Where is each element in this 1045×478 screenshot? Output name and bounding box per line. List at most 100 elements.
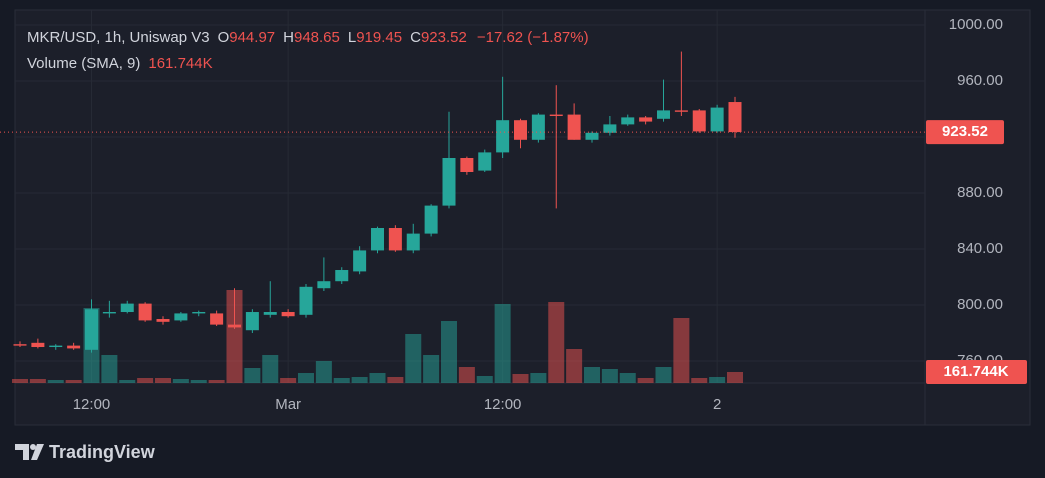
x-tick-label: 12:00 bbox=[484, 396, 522, 413]
candle-body bbox=[603, 124, 617, 133]
volume-bar bbox=[458, 366, 475, 383]
volume-bar bbox=[512, 374, 529, 383]
volume-bar bbox=[101, 355, 118, 383]
panel bbox=[14, 9, 1031, 426]
volume-bar bbox=[29, 379, 46, 383]
c-label: C bbox=[410, 29, 421, 46]
candle-body bbox=[49, 345, 63, 348]
symbol: MKR/USD, 1h, Uniswap V3 bbox=[27, 29, 210, 46]
volume-bar bbox=[208, 380, 225, 383]
candle-body bbox=[299, 286, 313, 315]
candle-body bbox=[496, 120, 510, 153]
candle-body bbox=[67, 345, 81, 349]
volume-bar bbox=[476, 376, 493, 383]
volume-bar bbox=[155, 378, 171, 383]
h-label: H bbox=[283, 29, 294, 46]
candle-body bbox=[138, 303, 152, 321]
c-value: 923.52 bbox=[421, 29, 467, 46]
volume-bar bbox=[315, 360, 332, 383]
x-tick-label: Mar bbox=[275, 396, 301, 413]
h-value: 948.65 bbox=[294, 29, 340, 46]
legend-main: MKR/USD, 1h, Uniswap V3 O944.97 H948.65 L91… bbox=[27, 29, 589, 46]
candle-body bbox=[692, 110, 706, 132]
volume-bar bbox=[548, 302, 565, 383]
volume-tag-label: 161.744K bbox=[943, 363, 1008, 380]
y-tick-label: 840.00 bbox=[957, 240, 1003, 257]
volume-bar bbox=[298, 373, 314, 383]
candle-body bbox=[728, 102, 742, 133]
volume-bar bbox=[244, 367, 261, 383]
candle-body bbox=[353, 250, 367, 272]
volume-bar bbox=[369, 373, 386, 383]
candle-body bbox=[31, 342, 45, 348]
price-tag bbox=[926, 120, 1004, 145]
volume-bar bbox=[137, 378, 154, 383]
brand: TradingView bbox=[49, 442, 156, 462]
volume-bar bbox=[655, 366, 672, 383]
candle-body bbox=[192, 312, 206, 314]
x-tick-label: 12:00 bbox=[73, 396, 111, 413]
l-value: 919.45 bbox=[356, 29, 402, 46]
candle-body bbox=[335, 270, 349, 282]
y-tick-label: 960.00 bbox=[957, 72, 1003, 89]
candle-body bbox=[710, 107, 724, 132]
candle-body bbox=[228, 324, 241, 328]
candle-body bbox=[639, 117, 653, 122]
o-value: 944.97 bbox=[229, 29, 275, 46]
volume-bar bbox=[12, 379, 28, 383]
volume-bar bbox=[333, 378, 350, 383]
volume-bar bbox=[691, 378, 708, 383]
volume-bar bbox=[405, 334, 422, 383]
candle-body bbox=[460, 157, 474, 172]
candle-body bbox=[549, 114, 563, 116]
candle-body bbox=[424, 205, 438, 234]
volume-bar bbox=[226, 290, 243, 383]
candle-body bbox=[317, 281, 331, 289]
volume-bar bbox=[423, 355, 440, 383]
volume-bar bbox=[530, 373, 547, 383]
candle-body bbox=[174, 313, 188, 321]
volume-bar bbox=[494, 304, 511, 383]
candle-body bbox=[531, 114, 545, 140]
candle-body bbox=[120, 303, 134, 313]
candle-body bbox=[388, 228, 402, 251]
volume-bar bbox=[351, 377, 368, 383]
volume-bar bbox=[65, 380, 82, 383]
legend-volume: Volume (SMA, 9) 161.744K bbox=[27, 55, 213, 72]
x-tick-label: 2 bbox=[713, 396, 721, 413]
candle-body bbox=[102, 312, 116, 314]
volume-bar bbox=[387, 377, 404, 383]
price-tag-label: 923.52 bbox=[942, 123, 988, 140]
candle-body bbox=[442, 157, 456, 206]
candle-body bbox=[674, 110, 688, 112]
candle-body bbox=[156, 319, 170, 322]
candle-body bbox=[567, 114, 581, 140]
candle-body bbox=[210, 313, 224, 325]
volume-bar bbox=[709, 377, 726, 383]
candle-body bbox=[621, 117, 635, 125]
volume-value: 161.744K bbox=[148, 55, 212, 72]
volume-bar bbox=[262, 355, 279, 383]
candle-body bbox=[406, 233, 420, 251]
volume-bar bbox=[637, 378, 654, 383]
y-tick-label: 800.00 bbox=[957, 296, 1003, 313]
volume-bar bbox=[47, 380, 64, 383]
y-tick-label: 880.00 bbox=[957, 184, 1003, 201]
volume-bar bbox=[619, 373, 636, 383]
candle-body bbox=[245, 312, 259, 331]
volume-bar bbox=[119, 380, 136, 383]
volume-bar bbox=[190, 380, 207, 383]
candle-body bbox=[371, 228, 384, 251]
brand-logo bbox=[15, 444, 44, 460]
volume-bar bbox=[441, 321, 457, 383]
candle-body bbox=[85, 309, 98, 350]
volume-bar bbox=[601, 368, 618, 383]
volume-bar bbox=[584, 366, 600, 383]
candle-body bbox=[263, 312, 277, 315]
volume-bar bbox=[172, 379, 189, 383]
candle-body bbox=[478, 152, 492, 171]
volume-bar bbox=[280, 378, 297, 383]
candle-body bbox=[281, 312, 295, 317]
candle-body bbox=[585, 132, 599, 140]
